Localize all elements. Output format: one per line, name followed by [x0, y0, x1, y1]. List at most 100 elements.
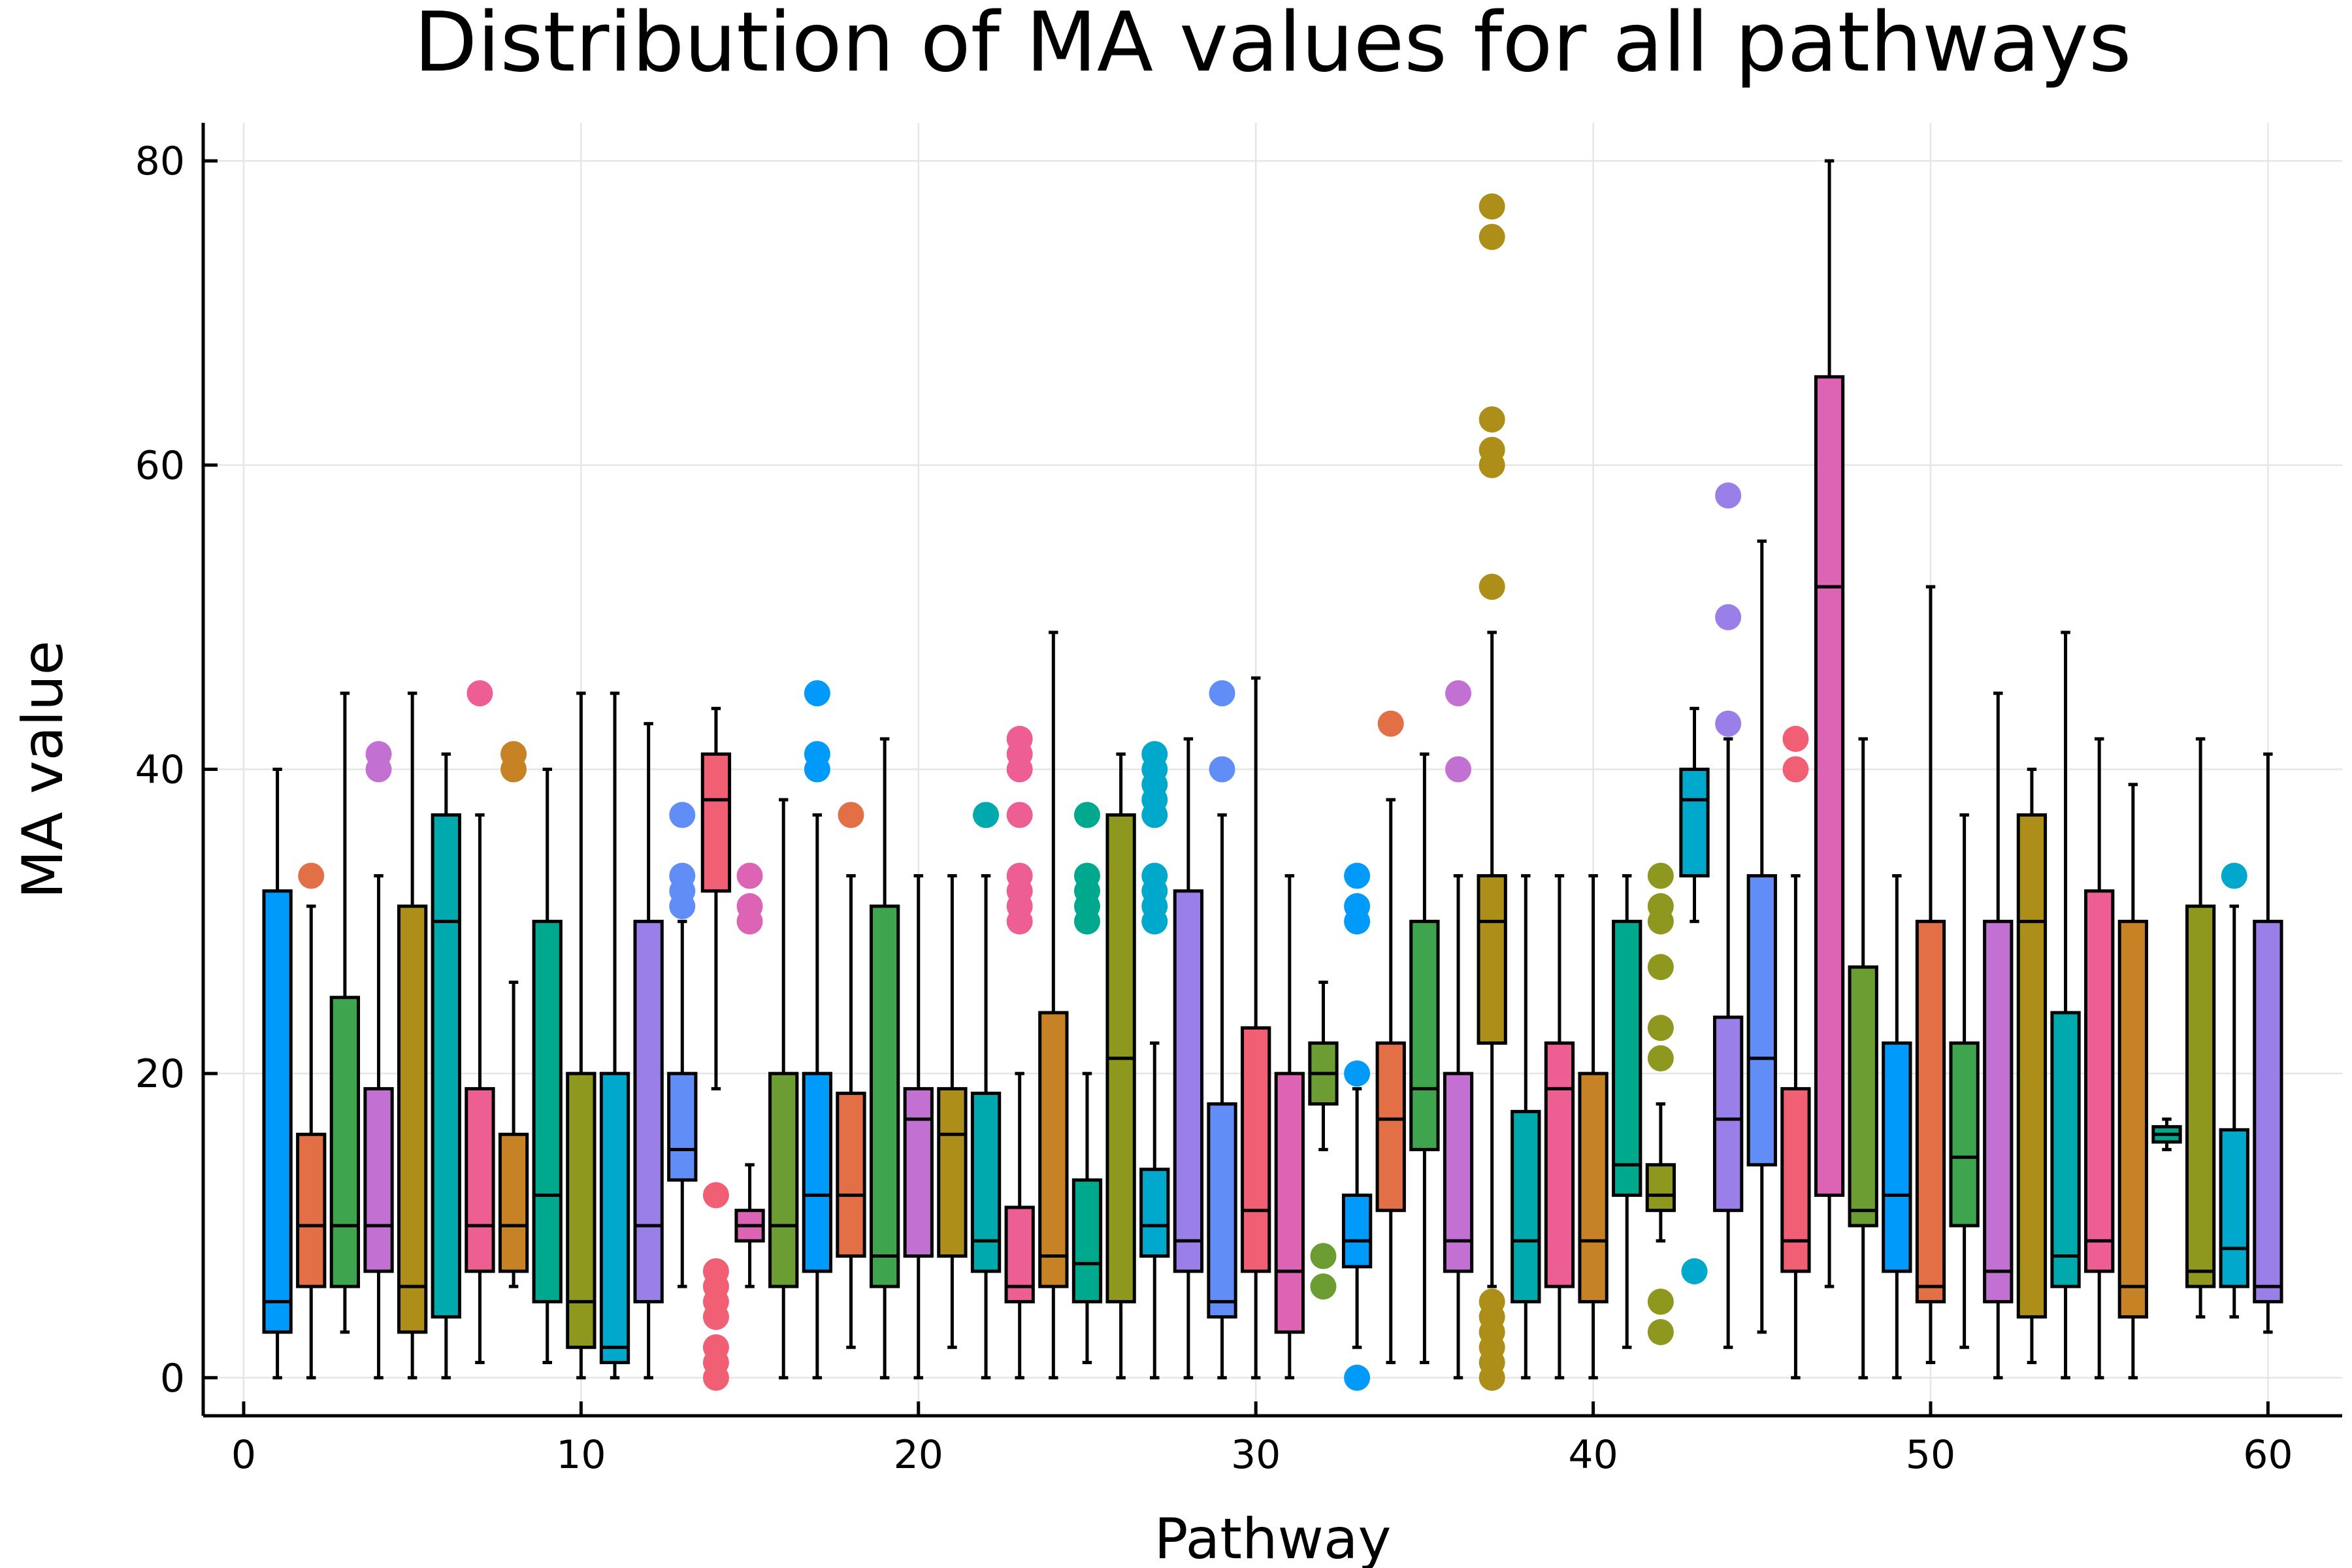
box: [1207, 1102, 1237, 1319]
box-group: [1443, 680, 1474, 1380]
box-group: [1814, 159, 1845, 1288]
outlier-point: [1310, 1243, 1337, 1269]
box: [599, 1071, 630, 1365]
box: [1341, 1193, 1373, 1269]
outlier-point: [1681, 1258, 1708, 1284]
outlier-point: [1344, 862, 1371, 889]
box-group: [667, 802, 698, 1288]
outlier-point: [1141, 862, 1168, 889]
box-group: [768, 798, 799, 1380]
outlier-point: [1647, 1288, 1674, 1315]
x-tick-label: 60: [2243, 1432, 2293, 1478]
outlier-point: [1006, 725, 1033, 752]
box: [1544, 1041, 1575, 1288]
box-group: [1612, 874, 1642, 1349]
outlier-point: [1715, 604, 1742, 630]
box: [2016, 813, 2048, 1319]
outlier-point: [736, 862, 763, 889]
box: [2050, 1011, 2081, 1288]
box-group: [1746, 539, 1777, 1334]
box: [2253, 919, 2283, 1303]
outlier-point: [702, 1258, 729, 1284]
box-group: [2185, 737, 2216, 1319]
box-group: [1139, 741, 1170, 1380]
box: [1612, 919, 1642, 1197]
box-group: [1915, 585, 1946, 1365]
box: [633, 919, 664, 1303]
outlier-point: [1647, 1045, 1674, 1071]
y-tick-label: 40: [135, 747, 185, 793]
box-group: [1207, 680, 1237, 1380]
box-group: [700, 706, 732, 1391]
box: [2117, 919, 2148, 1319]
x-tick-label: 30: [1231, 1432, 1281, 1478]
box: [768, 1071, 799, 1288]
outlier-point: [669, 862, 696, 889]
box-group: [2050, 630, 2081, 1380]
box-group: [2219, 862, 2249, 1319]
chart-title: Distribution of MA values for all pathwa…: [414, 0, 2132, 90]
x-tick-label: 0: [231, 1432, 256, 1478]
x-ticks: 0 10 20 30 40 50 60: [231, 1401, 2293, 1478]
box-group: [397, 691, 428, 1380]
box: [296, 1132, 327, 1288]
box: [1375, 1041, 1406, 1213]
outlier-point: [466, 680, 493, 707]
box-group: [633, 722, 664, 1380]
y-tick-label: 80: [135, 139, 185, 184]
outlier-point: [1782, 756, 1809, 783]
box-group: [2016, 768, 2048, 1365]
box: [363, 1086, 394, 1273]
box-group: [1645, 862, 1676, 1345]
box-group: [1511, 874, 1541, 1380]
box: [869, 904, 900, 1288]
box-group: [1578, 874, 1609, 1380]
y-axis-label: MA value: [10, 640, 76, 898]
box-group: [734, 862, 765, 1288]
box: [2084, 889, 2115, 1273]
box-group: [262, 768, 293, 1380]
box: [667, 1071, 698, 1182]
box-group: [1071, 802, 1103, 1365]
outlier-point: [298, 862, 325, 889]
box: [1139, 1168, 1170, 1258]
outlier-point: [1478, 574, 1505, 600]
x-axis-label: Pathway: [1154, 1507, 1392, 1568]
outlier-point: [804, 741, 830, 768]
outlier-point: [1647, 1015, 1674, 1041]
outlier-point: [736, 893, 763, 920]
box-group: [431, 752, 461, 1380]
box-group: [903, 874, 934, 1380]
box-group: [2084, 737, 2115, 1380]
box: [1882, 1041, 1912, 1273]
outlier-point: [1209, 756, 1235, 783]
outlier-point: [1445, 756, 1472, 783]
box: [700, 752, 732, 893]
box: [532, 919, 563, 1303]
x-tick-label: 50: [1906, 1432, 1955, 1478]
box: [1645, 1163, 1676, 1213]
outlier-point: [365, 741, 392, 768]
box-group: [1712, 482, 1744, 1349]
box-group: [566, 691, 596, 1380]
outlier-point: [1445, 680, 1472, 707]
box: [262, 889, 293, 1334]
outlier-point: [804, 680, 830, 707]
box-group: [296, 862, 327, 1380]
outlier-point: [1478, 436, 1505, 463]
y-tick-label: 60: [135, 443, 185, 489]
box: [431, 813, 461, 1319]
box-group: [1173, 737, 1204, 1380]
box: [903, 1086, 934, 1258]
outlier-point: [702, 1182, 729, 1209]
outlier-point: [973, 802, 1000, 828]
box: [1038, 1011, 1069, 1288]
outlier-point: [500, 741, 527, 768]
box: [1274, 1071, 1305, 1334]
box-group: [498, 741, 529, 1288]
box-group: [1780, 725, 1811, 1380]
outlier-point: [1647, 1318, 1674, 1345]
outlier-point: [1715, 482, 1742, 509]
x-tick-label: 40: [1568, 1432, 1618, 1478]
